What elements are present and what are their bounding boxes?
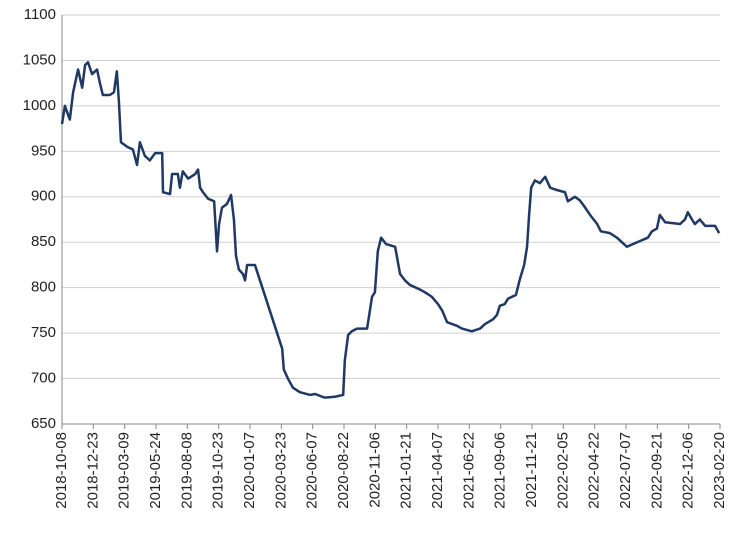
y-tick-label: 1100 [24, 6, 56, 23]
x-tick-label: 2020-11-06 [366, 432, 383, 508]
x-tick-label: 2020-08-22 [335, 432, 352, 509]
y-tick-label: 800 [31, 279, 56, 296]
x-tick-label: 2018-12-23 [84, 432, 101, 509]
x-tick-label: 2019-08-08 [178, 432, 195, 509]
x-tick-label: 2019-05-24 [147, 432, 164, 509]
y-tick-label: 950 [31, 142, 56, 159]
x-tick-label: 2021-09-06 [492, 432, 509, 509]
x-tick-label: 2021-04-07 [429, 432, 446, 509]
y-tick-label: 1050 [23, 51, 56, 68]
x-tick-label: 2021-11-21 [523, 432, 540, 508]
x-tick-label: 2019-10-23 [210, 432, 227, 509]
x-tick-label: 2021-01-21 [398, 432, 415, 509]
x-tick-label: 2019-03-09 [116, 432, 133, 509]
x-tick-label: 2020-03-23 [272, 432, 289, 509]
x-tick-label: 2020-01-07 [241, 432, 258, 509]
x-tick-label: 2022-12-06 [680, 432, 697, 509]
x-tick-label: 2020-06-07 [304, 432, 321, 509]
x-tick-label: 2022-04-22 [586, 432, 603, 509]
y-tick-label: 850 [31, 233, 56, 250]
x-tick-label: 2022-02-05 [554, 432, 571, 509]
x-tick-label: 2018-10-08 [53, 432, 70, 509]
y-tick-label: 1000 [23, 97, 56, 114]
y-tick-label: 750 [31, 324, 56, 341]
y-tick-label: 650 [31, 415, 56, 432]
x-tick-label: 2021-06-22 [460, 432, 477, 509]
data-line [60, 61, 721, 399]
x-tick-label: 2022-07-07 [617, 432, 634, 509]
x-tick-label: 2022-09-21 [648, 432, 665, 509]
x-tick-label: 2023-02-20 [711, 432, 728, 509]
y-tick-label: 900 [31, 188, 56, 205]
y-tick-label: 700 [31, 370, 56, 387]
